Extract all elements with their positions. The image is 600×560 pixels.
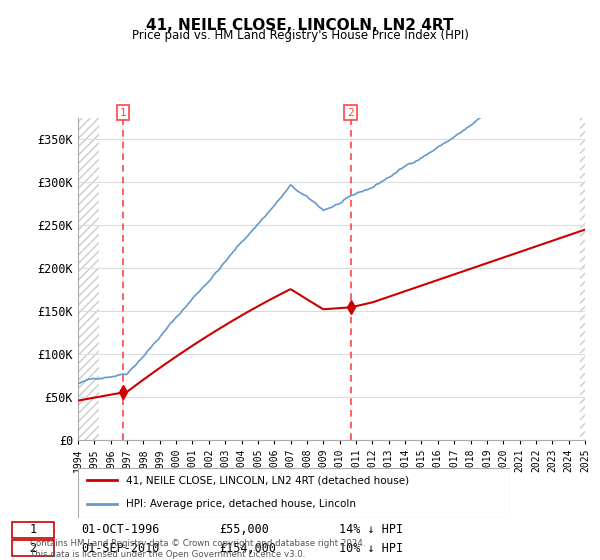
Text: 2: 2 xyxy=(347,108,354,118)
FancyBboxPatch shape xyxy=(12,540,54,556)
FancyBboxPatch shape xyxy=(12,522,54,538)
Text: 1: 1 xyxy=(29,523,37,536)
FancyBboxPatch shape xyxy=(78,468,510,518)
Text: 2: 2 xyxy=(29,542,37,555)
Text: HPI: Average price, detached house, Lincoln: HPI: Average price, detached house, Linc… xyxy=(125,499,356,509)
Text: 41, NEILE CLOSE, LINCOLN, LN2 4RT (detached house): 41, NEILE CLOSE, LINCOLN, LN2 4RT (detac… xyxy=(125,475,409,485)
Text: 14% ↓ HPI: 14% ↓ HPI xyxy=(339,523,403,536)
Text: Contains HM Land Registry data © Crown copyright and database right 2024.
This d: Contains HM Land Registry data © Crown c… xyxy=(30,539,365,559)
Text: 1: 1 xyxy=(119,108,127,118)
Text: £55,000: £55,000 xyxy=(219,523,269,536)
Text: £154,000: £154,000 xyxy=(219,542,276,555)
Text: Price paid vs. HM Land Registry's House Price Index (HPI): Price paid vs. HM Land Registry's House … xyxy=(131,29,469,42)
Text: 01-SEP-2010: 01-SEP-2010 xyxy=(81,542,160,555)
Text: 41, NEILE CLOSE, LINCOLN, LN2 4RT: 41, NEILE CLOSE, LINCOLN, LN2 4RT xyxy=(146,18,454,33)
Text: 10% ↓ HPI: 10% ↓ HPI xyxy=(339,542,403,555)
Text: 01-OCT-1996: 01-OCT-1996 xyxy=(81,523,160,536)
